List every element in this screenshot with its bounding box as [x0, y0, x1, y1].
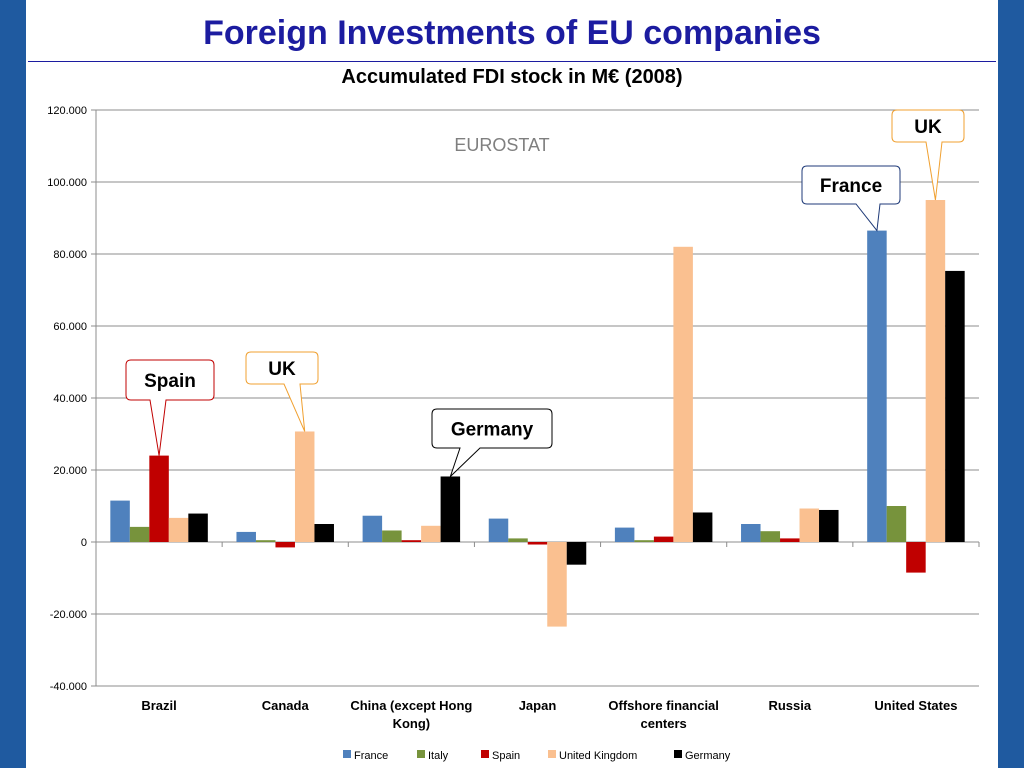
bar-spain — [275, 542, 295, 548]
bar-spain — [906, 542, 926, 573]
legend-swatch — [417, 750, 425, 758]
bar-germany — [440, 476, 461, 542]
bar-united-kingdom — [168, 517, 189, 542]
callout-uk: UK — [245, 351, 319, 432]
legend-label: Italy — [428, 750, 449, 762]
bar-france — [236, 531, 256, 542]
category-label: China (except Hong — [350, 698, 472, 713]
bar-spain — [149, 455, 169, 542]
callout-label: Germany — [451, 420, 534, 441]
y-tick-label: -40.000 — [50, 681, 87, 693]
bar-france — [488, 518, 509, 542]
legend-swatch — [674, 750, 682, 758]
bar-united-kingdom — [547, 542, 567, 627]
legend-label: Germany — [685, 750, 731, 762]
callout-germany: Germany — [431, 408, 553, 477]
legend-swatch — [343, 750, 351, 758]
eurostat-watermark: EUROSTAT — [454, 135, 549, 155]
bar-france — [614, 527, 635, 542]
bar-france — [741, 524, 761, 542]
bar-france — [867, 230, 887, 542]
bar-germany — [188, 513, 208, 542]
bar-united-kingdom — [421, 525, 441, 542]
y-tick-label: 120.000 — [47, 105, 87, 117]
chart-title: Accumulated FDI stock in M€ (2008) — [341, 66, 683, 88]
callout-box — [801, 165, 901, 232]
title-divider — [28, 61, 996, 62]
bar-spain — [401, 540, 422, 542]
category-label: Canada — [262, 698, 310, 713]
bar-italy — [382, 530, 402, 542]
category-label: United States — [874, 698, 957, 713]
bar-united-kingdom — [673, 246, 693, 543]
bar-united-kingdom — [925, 200, 946, 542]
callout-uk: UK — [891, 109, 965, 201]
slide-title: Foreign Investments of EU companies — [203, 14, 821, 52]
bar-italy — [760, 531, 781, 542]
bar-united-kingdom — [294, 431, 315, 542]
callout-label: UK — [268, 359, 296, 380]
axis-labels: -40.000 -20.000 0 20.000 40.000 60.000 80.000 1… — [47, 105, 957, 731]
bar-germany — [945, 270, 965, 542]
category-label: centers — [641, 716, 687, 731]
y-tick-label: -20.000 — [50, 609, 87, 621]
bar-italy — [634, 540, 654, 542]
callout-box — [891, 109, 965, 201]
callout-label: UK — [914, 117, 942, 138]
callout-box — [125, 359, 215, 456]
bar-italy — [255, 540, 276, 542]
bar-spain — [653, 536, 674, 542]
legend-swatch — [481, 750, 489, 758]
bar-germany — [692, 512, 713, 542]
right-accent-bar — [998, 0, 1024, 768]
y-tick-label: 100.000 — [47, 177, 87, 189]
bar-spain — [527, 542, 548, 545]
bar-germany — [314, 524, 334, 542]
category-label: Russia — [768, 698, 811, 713]
y-tick-label: 20.000 — [53, 465, 87, 477]
bar-france — [362, 515, 383, 542]
bars — [110, 200, 965, 627]
callout-box — [245, 351, 319, 432]
legend-swatch — [548, 750, 556, 758]
legend-label: Spain — [492, 750, 520, 762]
callout-label: France — [820, 176, 882, 197]
callout-france: France — [801, 165, 901, 232]
category-label: Kong) — [393, 716, 431, 731]
bar-spain — [780, 538, 800, 542]
category-label: Brazil — [141, 698, 176, 713]
legend-label: United Kingdom — [559, 750, 637, 762]
y-tick-label: 80.000 — [53, 249, 87, 261]
bar-france — [110, 500, 130, 542]
left-accent-bar — [0, 0, 26, 768]
bar-italy — [508, 538, 528, 542]
y-tick-label: 40.000 — [53, 393, 87, 405]
bar-germany — [566, 542, 587, 565]
callout-label: Spain — [144, 371, 196, 392]
callout-box — [431, 408, 553, 477]
bar-united-kingdom — [799, 508, 820, 542]
callouts: Spain UK Germany France UK — [125, 109, 965, 477]
legend-label: France — [354, 750, 388, 762]
bar-italy — [886, 506, 907, 542]
category-label: Japan — [519, 698, 557, 713]
category-label: Offshore financial — [608, 698, 719, 713]
callout-spain: Spain — [125, 359, 215, 456]
bar-italy — [129, 526, 150, 542]
legend: France Italy Spain United Kingdom Germany — [343, 750, 731, 762]
bar-germany — [819, 509, 839, 542]
y-tick-label: 60.000 — [53, 321, 87, 333]
y-tick-label: 0 — [81, 537, 87, 549]
